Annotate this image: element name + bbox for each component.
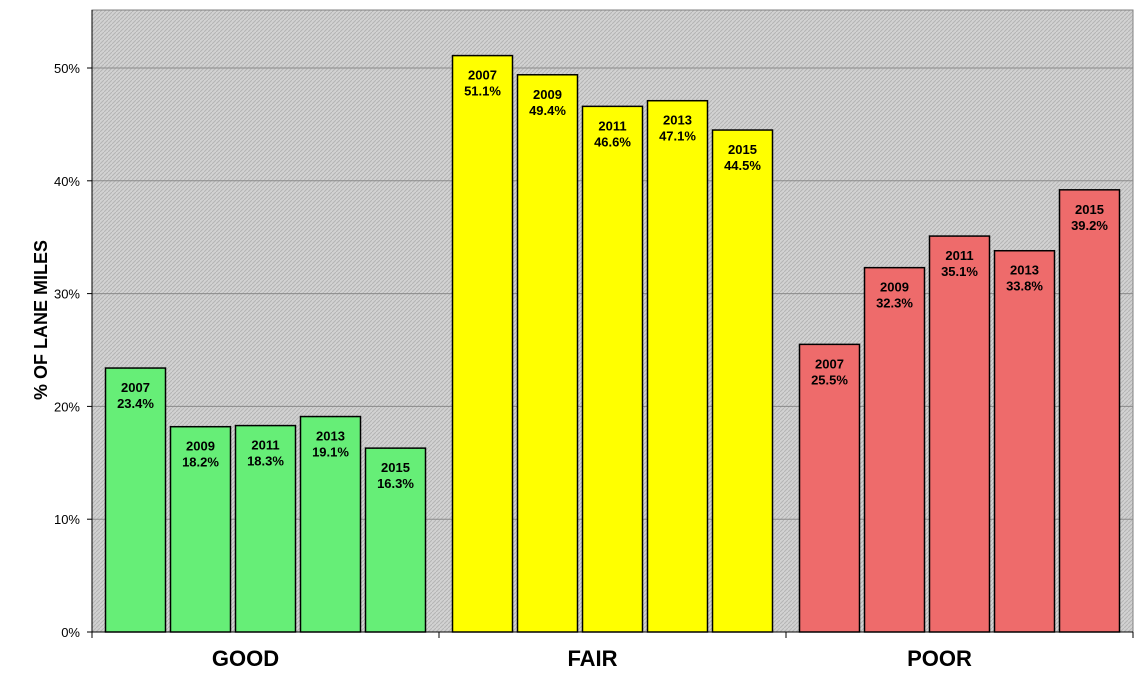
bar-year-label: 2011	[598, 118, 626, 133]
y-tick-label: 40%	[54, 174, 80, 189]
bar-value-label: 39.2%	[1071, 218, 1108, 233]
bar-year-label: 2007	[121, 380, 150, 395]
y-tick-label: 30%	[54, 287, 80, 302]
bar-year-label: 2007	[815, 356, 844, 371]
bar-good-2015	[364, 447, 427, 633]
bar-year-label: 2009	[186, 439, 215, 454]
bar-poor-2015	[1058, 189, 1121, 633]
bar-year-label: 2015	[381, 460, 410, 475]
bar-year-label: 2011	[251, 438, 279, 453]
category-label-fair: FAIR	[567, 646, 617, 671]
bar-value-label: 23.4%	[117, 396, 154, 411]
y-tick-label: 0%	[61, 625, 80, 640]
bar-year-label: 2013	[1010, 263, 1039, 278]
bar-fair-2011	[581, 105, 644, 633]
bar-value-label: 51.1%	[464, 84, 501, 99]
bar-value-label: 49.4%	[529, 103, 566, 118]
bar-poor-2011	[928, 235, 991, 633]
bar-good-2009	[169, 425, 232, 633]
bar-year-label: 2011	[945, 248, 973, 263]
y-axis-label: % OF LANE MILES	[31, 240, 51, 400]
bar-fair-2009	[516, 74, 579, 633]
bar-good-2013	[299, 415, 362, 633]
bar-poor-2007	[798, 343, 861, 633]
bar-year-label: 2015	[1075, 202, 1104, 217]
bar-fair-2015	[711, 129, 774, 633]
category-label-poor: POOR	[907, 646, 972, 671]
bar-poor-2013	[993, 249, 1056, 633]
bar-year-label: 2013	[316, 429, 345, 444]
y-tick-label: 10%	[54, 512, 80, 527]
bar-year-label: 2009	[533, 87, 562, 102]
bar-fair-2013	[646, 99, 709, 633]
bar-year-label: 2015	[728, 142, 757, 157]
bar-value-label: 35.1%	[941, 264, 978, 279]
bar-year-label: 2007	[468, 68, 497, 83]
bar-labels: 200723.4%200918.2%201118.3%201319.1%2015…	[117, 68, 1108, 671]
bar-fair-2007	[451, 54, 514, 633]
bar-poor-2009	[863, 266, 926, 633]
bar-value-label: 33.8%	[1006, 279, 1043, 294]
bar-value-label: 44.5%	[724, 158, 761, 173]
bar-good-2007	[104, 367, 167, 633]
bar-value-label: 18.3%	[247, 454, 284, 469]
bar-year-label: 2009	[880, 280, 909, 295]
y-tick-label: 20%	[54, 399, 80, 414]
bar-value-label: 47.1%	[659, 129, 696, 144]
bar-year-label: 2013	[663, 113, 692, 128]
y-tick-label: 50%	[54, 61, 80, 76]
bar-value-label: 25.5%	[811, 372, 848, 387]
bar-value-label: 19.1%	[312, 445, 349, 460]
bar-value-label: 16.3%	[377, 476, 414, 491]
bars	[104, 54, 1121, 633]
bar-value-label: 18.2%	[182, 455, 219, 470]
category-label-good: GOOD	[212, 646, 279, 671]
bar-value-label: 32.3%	[876, 296, 913, 311]
bar-value-label: 46.6%	[594, 134, 631, 149]
bar-good-2011	[234, 424, 297, 633]
